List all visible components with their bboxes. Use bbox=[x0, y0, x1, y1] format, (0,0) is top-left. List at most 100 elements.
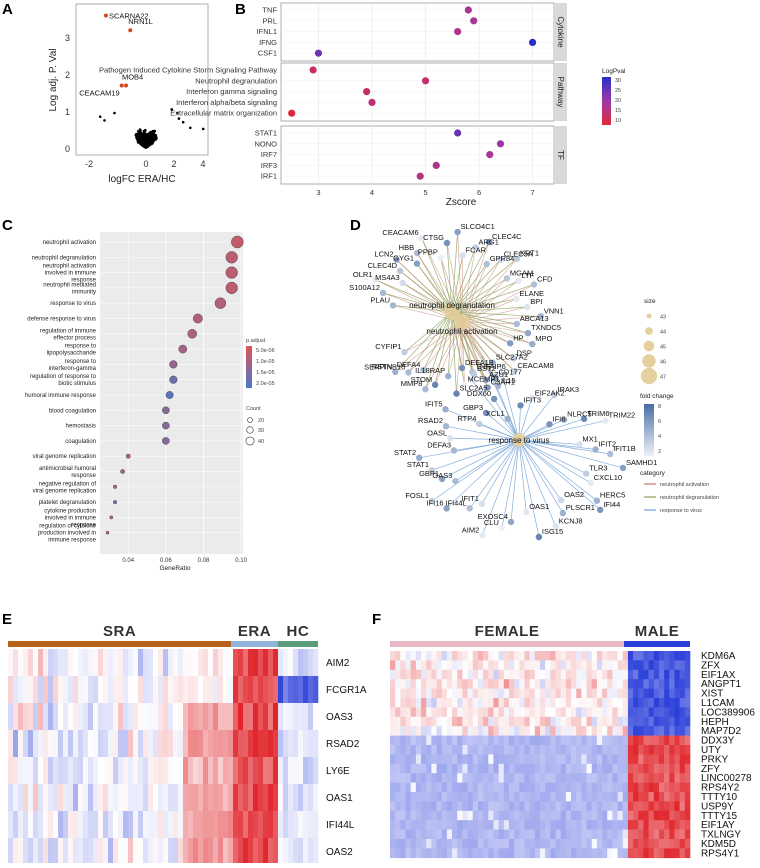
heatmap-cell bbox=[405, 735, 411, 746]
heatmap-cell bbox=[273, 811, 279, 838]
heatmap-cell bbox=[669, 773, 675, 783]
heatmap-cell bbox=[436, 801, 443, 812]
heatmap-cell bbox=[534, 792, 541, 802]
ytick: 3 bbox=[65, 33, 70, 43]
heatmap-cell bbox=[113, 811, 119, 838]
heatmap-cell bbox=[308, 676, 314, 703]
volcano-point bbox=[176, 111, 179, 115]
heatmap-cell bbox=[405, 773, 411, 783]
category-hub-label: neutrophil activation bbox=[426, 327, 497, 336]
heatmap-cell bbox=[293, 676, 299, 703]
heatmap-cell bbox=[213, 811, 219, 838]
heatmap-cell bbox=[43, 784, 49, 811]
heatmap-cell bbox=[293, 757, 299, 784]
heatmap-cell bbox=[550, 782, 556, 793]
heatmap-cell bbox=[602, 782, 608, 793]
heatmap-cell bbox=[421, 829, 427, 840]
heatmap-cell bbox=[674, 848, 680, 859]
heatmap-cell bbox=[208, 730, 214, 757]
heatmap-cell bbox=[431, 782, 437, 793]
gene-node bbox=[437, 254, 445, 261]
gene-node bbox=[529, 340, 536, 348]
heatmap-cell bbox=[612, 792, 618, 802]
gene-row-label: RPS4Y2 bbox=[701, 783, 740, 794]
heatmap-cell bbox=[431, 754, 437, 765]
heatmap-cell bbox=[472, 820, 479, 830]
heatmap-cell bbox=[534, 801, 541, 812]
heatmap-cell bbox=[8, 703, 14, 730]
heatmap-cell bbox=[638, 716, 644, 727]
heatmap-cell bbox=[457, 716, 463, 727]
gene-node bbox=[372, 276, 379, 283]
heatmap-cell bbox=[617, 651, 624, 661]
gene-node bbox=[602, 417, 609, 424]
heatmap-cell bbox=[273, 649, 279, 676]
heatmap-cell bbox=[395, 829, 401, 840]
heatmap-cell bbox=[684, 688, 691, 699]
heatmap-cell bbox=[410, 688, 417, 699]
heatmap-cell bbox=[446, 745, 453, 755]
heatmap-cell bbox=[658, 698, 665, 708]
volcano-gene-label: MOB4 bbox=[122, 72, 143, 81]
heatmap-cell bbox=[268, 838, 274, 865]
heatmap-cell bbox=[581, 763, 587, 774]
heatmap-cell bbox=[390, 679, 396, 689]
heatmap-cell bbox=[446, 792, 453, 802]
heatmap-cell bbox=[138, 703, 144, 730]
heatmap-cell bbox=[303, 811, 309, 838]
heatmap-cell bbox=[253, 784, 259, 811]
heatmap-cell bbox=[602, 763, 608, 774]
heatmap-cell bbox=[400, 820, 406, 830]
gene-node bbox=[458, 364, 466, 372]
heatmap-cell bbox=[293, 703, 299, 730]
heatmap-cell bbox=[596, 829, 603, 840]
heatmap-cell bbox=[472, 651, 479, 661]
heatmap-cell bbox=[441, 688, 448, 699]
gene-row-label: ZFY bbox=[701, 764, 720, 775]
heatmap-cell bbox=[684, 745, 691, 755]
heatmap-cell bbox=[498, 829, 505, 840]
xtick: 0 bbox=[143, 159, 148, 169]
gene-label: C3AR1 bbox=[491, 378, 515, 387]
heatmap-cell bbox=[679, 848, 686, 859]
heatmap-cell bbox=[467, 810, 474, 821]
heatmap-cell bbox=[586, 763, 593, 774]
heatmap-cell bbox=[426, 651, 432, 661]
go-term-label: response to lipopolysaccharide bbox=[47, 344, 97, 357]
heatmap-cell bbox=[684, 679, 691, 689]
network-edge bbox=[518, 398, 533, 441]
gene-label: IFI44L bbox=[445, 498, 466, 507]
gene-node bbox=[420, 366, 427, 374]
heatmap-cell bbox=[612, 660, 618, 671]
heatmap-cell bbox=[669, 839, 675, 849]
heatmap-cell bbox=[278, 676, 284, 703]
category-legend-label: response to virus bbox=[660, 508, 702, 514]
size-legend-circle bbox=[640, 367, 658, 385]
heatmap-cell bbox=[243, 676, 249, 703]
xtick: 4 bbox=[200, 159, 205, 169]
heatmap-cell bbox=[213, 676, 219, 703]
heatmap-cell bbox=[607, 754, 613, 765]
gene-node bbox=[528, 395, 535, 402]
network-edge bbox=[481, 439, 520, 504]
heatmap-cell bbox=[108, 676, 114, 703]
heatmap-cell bbox=[534, 716, 541, 727]
heatmap-cell bbox=[508, 688, 515, 699]
heatmap-cell bbox=[83, 784, 89, 811]
network-edge bbox=[461, 258, 518, 323]
heatmap-cell bbox=[426, 716, 432, 727]
heatmap-cell bbox=[534, 726, 541, 736]
heatmap-cell bbox=[118, 730, 124, 757]
heatmap-cell bbox=[669, 707, 675, 718]
volcano-point bbox=[151, 133, 154, 136]
heatmap-cell bbox=[228, 838, 234, 865]
heatmap-cell bbox=[617, 669, 624, 680]
gene-label: IFIT1 bbox=[461, 494, 479, 503]
heatmap-cell bbox=[483, 839, 489, 849]
heatmap-cell bbox=[395, 801, 401, 812]
heatmap-cell bbox=[421, 651, 427, 661]
size-legend-title: size bbox=[644, 298, 656, 305]
heatmap-cell bbox=[503, 698, 510, 708]
heatmap-cell bbox=[193, 703, 199, 730]
heatmap-cell bbox=[669, 848, 675, 859]
